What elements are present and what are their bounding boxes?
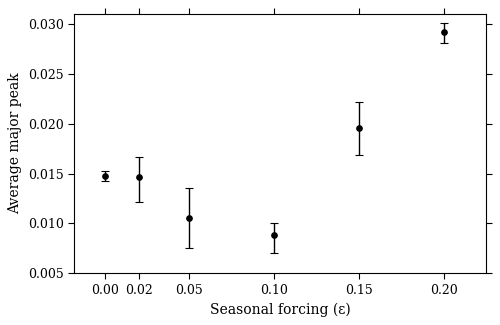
X-axis label: Seasonal forcing (ε): Seasonal forcing (ε) xyxy=(210,302,350,317)
Y-axis label: Average major peak: Average major peak xyxy=(8,73,22,214)
